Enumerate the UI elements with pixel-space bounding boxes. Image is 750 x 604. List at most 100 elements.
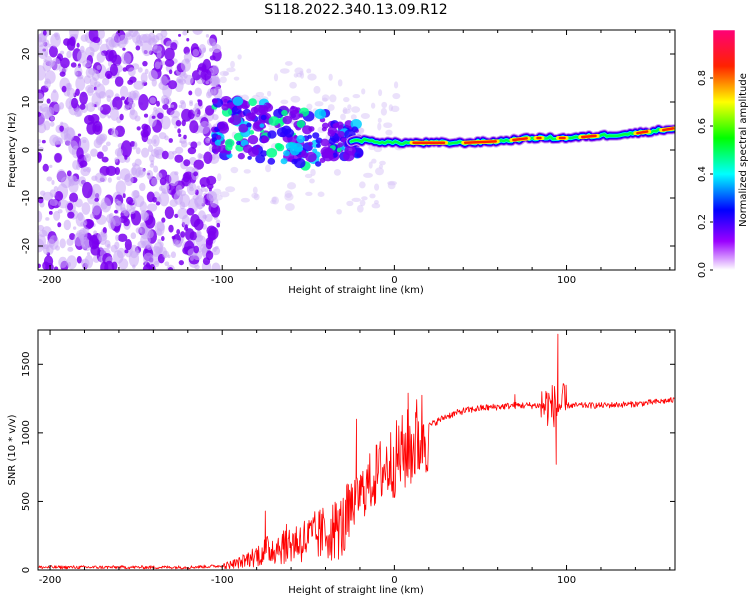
turbulence-blob — [307, 134, 313, 139]
turbulence-blob — [294, 158, 306, 169]
colorbar-tick-label: 0.8 — [697, 70, 708, 86]
noise-blob — [111, 129, 119, 138]
noise-blob — [371, 203, 381, 209]
noise-blob — [160, 115, 171, 130]
turbulence-blob — [283, 150, 290, 157]
turbulence-blob — [327, 129, 336, 137]
turbulence-blob — [356, 153, 361, 158]
noise-blob — [358, 181, 366, 189]
noise-blob — [192, 30, 203, 35]
snr-frame — [37, 329, 676, 571]
noise-blob — [96, 65, 102, 70]
noise-blob — [174, 125, 178, 129]
noise-blob — [79, 45, 85, 54]
turbulence-blob — [223, 98, 228, 103]
noise-blob — [352, 93, 361, 99]
noise-blob — [167, 266, 174, 270]
spectrogram-ytick-label: -10 — [21, 190, 32, 206]
noise-blob — [82, 181, 93, 199]
turbulence-blob — [247, 146, 259, 157]
turbulence-blob — [302, 125, 313, 135]
noise-blob — [374, 183, 380, 191]
noise-blob — [66, 50, 72, 59]
noise-blob — [346, 200, 354, 207]
noise-blob — [189, 101, 194, 107]
noise-blob — [133, 142, 138, 147]
noise-blob — [177, 207, 189, 220]
figure-title: S118.2022.340.13.09.R12 — [264, 2, 447, 18]
noise-blob — [148, 69, 158, 82]
noise-blob — [363, 172, 373, 178]
noise-blob — [145, 262, 151, 268]
noise-blob — [54, 152, 62, 163]
noise-blob — [38, 33, 47, 48]
noise-blob — [205, 239, 213, 250]
noise-blob — [230, 60, 235, 68]
noise-blob — [157, 112, 164, 119]
noise-blob — [162, 250, 169, 259]
noise-blob — [106, 243, 111, 249]
noise-blob — [286, 182, 297, 190]
noise-blob — [42, 30, 47, 36]
noise-blob — [63, 126, 75, 142]
noise-blob — [159, 177, 167, 186]
noise-blob — [69, 233, 76, 241]
noise-blob — [53, 186, 59, 192]
noise-blob — [69, 192, 79, 203]
turbulence-blob — [308, 141, 313, 146]
colorbar-gradient — [713, 30, 735, 270]
noise-blob — [101, 156, 109, 163]
noise-blob — [333, 168, 341, 176]
turbulence-blob — [244, 105, 249, 109]
noise-blob — [192, 48, 200, 57]
spectrogram-image — [38, 30, 675, 270]
noise-blob — [380, 107, 388, 116]
noise-blob — [189, 120, 199, 134]
noise-blob — [102, 226, 107, 234]
noise-blob — [186, 182, 197, 196]
noise-blob — [102, 145, 108, 152]
noise-blob — [97, 106, 104, 111]
noise-blob — [155, 153, 160, 159]
noise-blob — [128, 30, 139, 38]
noise-blob — [290, 95, 301, 103]
noise-blob — [46, 43, 52, 48]
turbulence-blob — [255, 144, 261, 149]
noise-blob — [195, 113, 201, 120]
noise-blob — [379, 160, 386, 166]
noise-blob — [146, 203, 158, 212]
noise-blob — [211, 43, 222, 53]
turbulence-blob — [225, 144, 233, 151]
noise-blob — [168, 224, 174, 233]
noise-blob — [106, 95, 112, 102]
noise-blob — [179, 99, 185, 105]
noise-blob — [135, 147, 141, 155]
noise-blob — [219, 70, 230, 77]
noise-blob — [361, 88, 366, 95]
noise-blob — [99, 104, 111, 115]
noise-blob — [211, 262, 221, 270]
turbulence-blob — [247, 155, 252, 160]
turbulence-blob — [245, 112, 256, 122]
noise-blob — [117, 233, 128, 242]
noise-blob — [370, 102, 376, 109]
noise-blob — [127, 91, 132, 99]
noise-blob — [240, 197, 250, 203]
noise-blob — [42, 163, 49, 172]
turbulence-blob — [215, 135, 222, 140]
turbulence-blob — [280, 158, 288, 165]
noise-blob — [337, 79, 343, 87]
ridge-peak — [463, 140, 497, 145]
turbulence-blob — [296, 135, 306, 144]
noise-blob — [50, 90, 59, 103]
turbulence-blob — [315, 161, 322, 167]
noise-blob — [155, 33, 164, 41]
turbulence-blob — [211, 98, 218, 104]
turbulence-blob — [336, 147, 342, 153]
noise-blob — [193, 159, 205, 170]
ridge-peak — [636, 130, 649, 135]
turbulence-blob — [282, 115, 293, 125]
noise-blob — [43, 120, 51, 131]
